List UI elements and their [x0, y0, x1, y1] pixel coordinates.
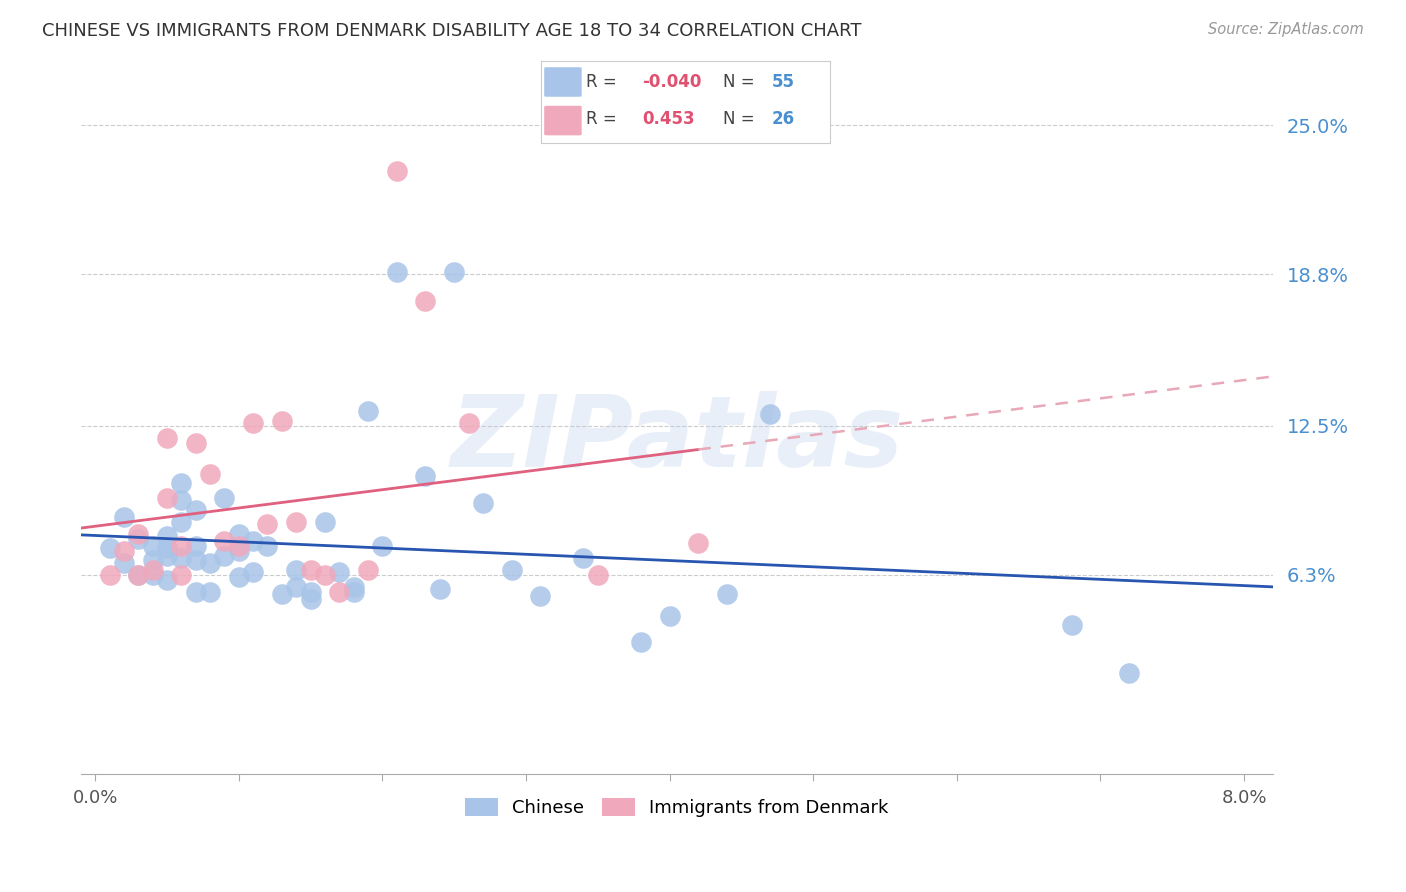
Point — [170, 550, 193, 565]
Text: R =: R = — [586, 72, 617, 91]
Point — [443, 265, 465, 279]
Text: N =: N = — [723, 72, 755, 91]
Point — [630, 635, 652, 649]
Point — [127, 567, 149, 582]
Point — [242, 566, 264, 580]
Point — [343, 580, 366, 594]
Text: -0.040: -0.040 — [643, 72, 702, 91]
Point — [285, 563, 308, 577]
Point — [586, 567, 609, 582]
Point — [371, 539, 394, 553]
Point — [1118, 666, 1140, 681]
Point — [1060, 618, 1083, 632]
Point — [759, 407, 782, 421]
Point — [357, 404, 380, 418]
Point — [184, 503, 207, 517]
Point — [127, 567, 149, 582]
Point — [688, 536, 710, 550]
Point — [170, 515, 193, 529]
Text: R =: R = — [586, 111, 617, 128]
Text: 26: 26 — [772, 111, 794, 128]
Point — [142, 567, 165, 582]
Point — [198, 467, 221, 481]
Point — [142, 539, 165, 553]
Point — [156, 431, 179, 445]
Point — [256, 517, 278, 532]
Point — [112, 556, 135, 570]
Point — [299, 563, 322, 577]
Point — [198, 556, 221, 570]
Point — [112, 510, 135, 524]
Legend: Chinese, Immigrants from Denmark: Chinese, Immigrants from Denmark — [458, 791, 896, 824]
Point — [299, 584, 322, 599]
Point — [127, 532, 149, 546]
Point — [214, 534, 236, 549]
Point — [314, 567, 336, 582]
Point — [156, 529, 179, 543]
Point — [170, 539, 193, 553]
Text: 55: 55 — [772, 72, 794, 91]
Point — [457, 417, 479, 431]
Point — [299, 591, 322, 606]
Point — [716, 587, 738, 601]
Point — [184, 539, 207, 553]
Point — [415, 469, 437, 483]
Point — [572, 550, 595, 565]
Point — [98, 567, 121, 582]
Point — [214, 549, 236, 563]
Point — [529, 590, 551, 604]
Point — [228, 543, 250, 558]
Point — [142, 563, 165, 577]
Point — [357, 563, 380, 577]
Point — [184, 553, 207, 567]
Point — [658, 608, 681, 623]
Point — [343, 584, 366, 599]
Point — [242, 534, 264, 549]
Point — [228, 527, 250, 541]
Point — [156, 491, 179, 505]
Point — [328, 584, 350, 599]
Text: N =: N = — [723, 111, 755, 128]
Point — [170, 567, 193, 582]
Point — [415, 293, 437, 308]
Point — [270, 587, 292, 601]
Point — [285, 515, 308, 529]
Point — [471, 496, 494, 510]
Point — [156, 573, 179, 587]
Text: CHINESE VS IMMIGRANTS FROM DENMARK DISABILITY AGE 18 TO 34 CORRELATION CHART: CHINESE VS IMMIGRANTS FROM DENMARK DISAB… — [42, 22, 862, 40]
Point — [156, 541, 179, 556]
Point — [214, 491, 236, 505]
Point — [314, 515, 336, 529]
Point — [142, 553, 165, 567]
Text: ZIPatlas: ZIPatlas — [450, 392, 904, 488]
Point — [228, 539, 250, 553]
Point — [184, 435, 207, 450]
Point — [242, 417, 264, 431]
Point — [228, 570, 250, 584]
FancyBboxPatch shape — [544, 106, 582, 136]
FancyBboxPatch shape — [544, 67, 582, 96]
Point — [198, 584, 221, 599]
Point — [98, 541, 121, 556]
Point — [385, 164, 408, 178]
Point — [184, 584, 207, 599]
Point — [170, 493, 193, 508]
Point — [328, 566, 350, 580]
Point — [285, 580, 308, 594]
Point — [429, 582, 451, 596]
Point — [170, 476, 193, 491]
Text: 0.453: 0.453 — [643, 111, 695, 128]
Text: Source: ZipAtlas.com: Source: ZipAtlas.com — [1208, 22, 1364, 37]
Point — [385, 265, 408, 279]
Point — [256, 539, 278, 553]
Point — [112, 543, 135, 558]
Point — [127, 527, 149, 541]
Point — [270, 414, 292, 428]
Point — [156, 549, 179, 563]
Point — [501, 563, 523, 577]
